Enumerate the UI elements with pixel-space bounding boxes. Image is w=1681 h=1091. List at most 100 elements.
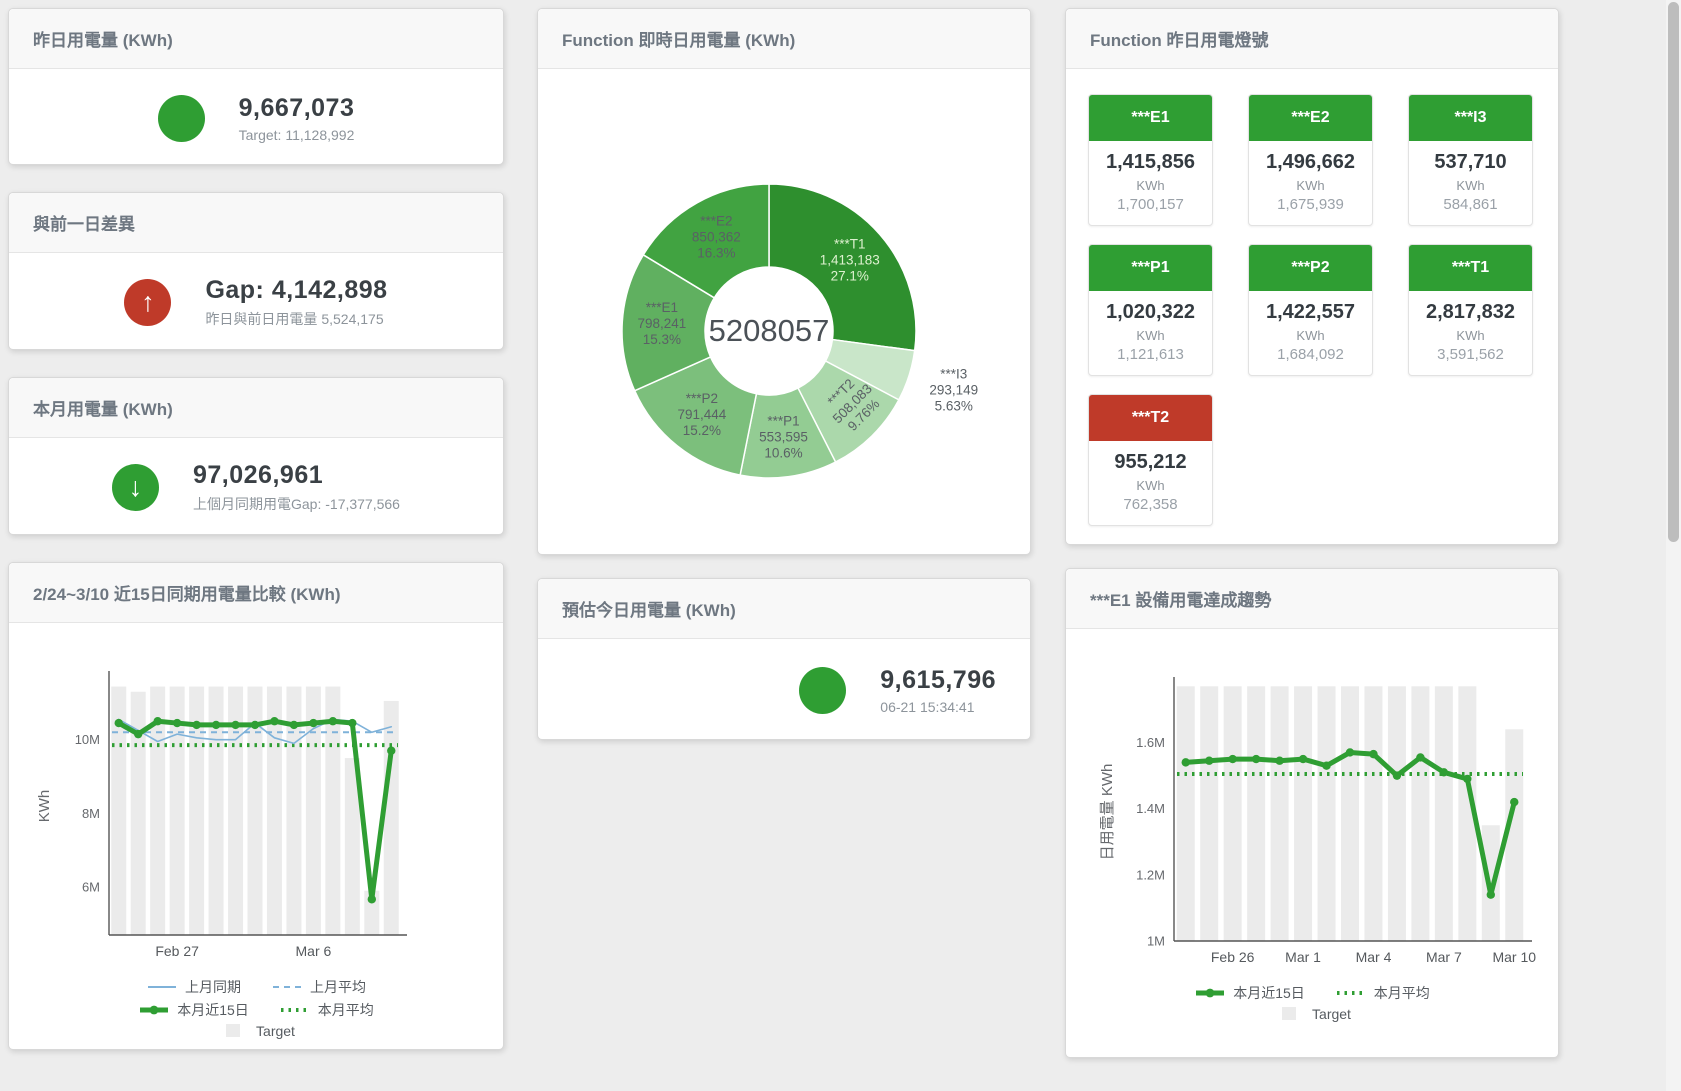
trend-chart-area: 1M 1.2M 1.4M 1.6M Feb 26 Mar 1 Mar 4 Mar 7 Mar 1… xyxy=(1066,629,1558,1022)
target-bar xyxy=(228,686,244,935)
donut-label-E1: ***E1 798,241 15.3% xyxy=(637,300,686,347)
series-point[interactable] xyxy=(1486,890,1495,899)
target-bar xyxy=(1411,686,1430,941)
target-bar xyxy=(344,758,360,935)
card-title: ***E1 設備用電達成趨勢 xyxy=(1066,569,1558,629)
series-point[interactable] xyxy=(211,720,221,730)
series-point[interactable] xyxy=(1416,753,1425,762)
card-title: Function 即時日用電量 (KWh) xyxy=(538,9,1030,69)
legend-symbol xyxy=(140,1005,169,1015)
series-point[interactable] xyxy=(348,718,357,728)
series-point[interactable] xyxy=(367,895,376,904)
series-point[interactable] xyxy=(1322,761,1331,770)
legend-item-Target[interactable]: Target xyxy=(217,1023,295,1039)
series-point[interactable] xyxy=(192,720,201,730)
gap-texts: Gap: 4,142,898 昨日與前日用電量 5,524,175 xyxy=(205,276,387,329)
donut-label-T2: ***T2508,0839.76% xyxy=(818,370,886,438)
donut-label-E2: ***E2 850,362 16.3% xyxy=(692,214,741,261)
series-point[interactable] xyxy=(134,729,143,739)
series-point[interactable] xyxy=(1298,754,1308,764)
series-point[interactable] xyxy=(114,718,123,728)
series-point[interactable] xyxy=(172,718,182,728)
series-point[interactable] xyxy=(231,720,240,730)
series-point[interactable] xyxy=(1463,774,1472,784)
month-sub: 上個月同期用電Gap: -17,377,566 xyxy=(193,496,400,512)
vertical-scrollbar[interactable] xyxy=(1666,0,1681,1091)
legend-item-本月近15日[interactable]: 本月近15日 xyxy=(1194,983,1305,1003)
light-tile-P2: ***P2 1,422,557 KWh 1,684,092 xyxy=(1248,244,1373,376)
target-bar xyxy=(150,686,166,935)
x-tick-label: Mar 1 xyxy=(1285,949,1321,965)
legend-item-上月平均[interactable]: 上月平均 xyxy=(271,977,366,997)
legend-row: Target xyxy=(9,1023,503,1039)
series-point[interactable] xyxy=(289,720,299,730)
target-bar xyxy=(1294,686,1313,941)
legend-label: Target xyxy=(1312,1006,1351,1022)
y-tick-label: 1.6M xyxy=(1136,735,1165,750)
yesterday-target: Target: 11,128,992 xyxy=(238,126,355,143)
light-tile-target: 1,700,157 xyxy=(1117,196,1184,213)
target-bar xyxy=(1505,729,1524,941)
legend-item-本月平均[interactable]: 本月平均 xyxy=(1335,983,1430,1003)
trend-chart-svg: 1M 1.2M 1.4M 1.6M Feb 26 Mar 1 Mar 4 Mar 7 Mar 1… xyxy=(1099,677,1536,965)
target-bar xyxy=(208,686,224,935)
legend-item-Target[interactable]: Target xyxy=(1273,1006,1351,1022)
light-tile-value: 1,422,557 xyxy=(1266,301,1355,323)
series-point[interactable] xyxy=(309,718,318,728)
light-tile-unit: KWh xyxy=(1136,478,1165,493)
card-status-lights: Function 昨日用電燈號 ***E1 1,415,856 KWh 1,700,1… xyxy=(1065,8,1559,545)
legend-symbol xyxy=(273,986,301,988)
light-tile-E2: ***E2 1,496,662 KWh 1,675,939 xyxy=(1248,94,1373,226)
donut-center-total: 5208057 xyxy=(709,313,830,348)
x-tick-label: Feb 26 xyxy=(1211,949,1255,965)
series-point[interactable] xyxy=(270,717,279,726)
y-axis-title: 日用電量 KWh xyxy=(1099,764,1116,861)
target-bar xyxy=(305,686,321,935)
legend-item-上月同期[interactable]: 上月同期 xyxy=(146,977,241,997)
series-point[interactable] xyxy=(1205,756,1214,765)
legend-item-本月平均[interactable]: 本月平均 xyxy=(279,1000,374,1020)
arrow-down-circle-icon: ↓ xyxy=(112,464,159,511)
series-point[interactable] xyxy=(1275,756,1284,765)
y-tick-label: 6M xyxy=(82,880,100,895)
series-point[interactable] xyxy=(1228,754,1237,764)
series-point[interactable] xyxy=(1392,771,1402,780)
legend-symbol xyxy=(226,1024,241,1037)
series-point[interactable] xyxy=(387,746,396,755)
donut-slice-T1[interactable] xyxy=(768,183,917,352)
series-point[interactable] xyxy=(1510,797,1519,807)
series-point[interactable] xyxy=(1181,758,1190,767)
legend-item-本月近15日[interactable]: 本月近15日 xyxy=(138,1000,249,1020)
target-bar xyxy=(1458,686,1477,941)
series-point[interactable] xyxy=(1251,754,1261,764)
series-point[interactable] xyxy=(1439,768,1449,777)
card-title: Function 昨日用電燈號 xyxy=(1066,9,1558,69)
estimate-stat: 9,615,796 06-21 15:34:41 xyxy=(538,639,1030,742)
card-e1-trend: ***E1 設備用電達成趨勢 1M 1.2M 1.4M 1.6M Feb 26 Mar 1… xyxy=(1065,568,1559,1058)
light-tile-unit: KWh xyxy=(1456,328,1485,343)
light-tile-body: 1,020,322 KWh 1,121,613 xyxy=(1089,291,1212,375)
card-title: 預估今日用電量 (KWh) xyxy=(538,579,1030,639)
series-point[interactable] xyxy=(153,717,162,726)
series-point[interactable] xyxy=(250,720,260,730)
compare-chart-area: 6M 8M 10M Feb 27 Mar 6 KWh 上月同期 上月平均 本月近15日 本月平均… xyxy=(9,623,503,1039)
donut-slice-E1[interactable] xyxy=(621,254,716,392)
light-tile-unit: KWh xyxy=(1456,178,1485,193)
scrollbar-thumb[interactable] xyxy=(1668,2,1679,542)
gap-sub: 昨日與前日用電量 5,524,175 xyxy=(205,311,384,327)
donut-slice-E2[interactable] xyxy=(642,183,770,299)
y-tick-label: 8M xyxy=(82,806,100,821)
light-tile-value: 1,415,856 xyxy=(1106,151,1195,173)
trend-legend: 本月近15日 本月平均 Target xyxy=(1066,983,1558,1022)
card-title: 與前一日差異 xyxy=(9,193,503,253)
x-tick-label: Mar 6 xyxy=(296,943,332,959)
legend-symbol xyxy=(148,986,176,988)
status-circle-icon xyxy=(799,667,847,714)
series-point[interactable] xyxy=(328,717,338,726)
light-tile-body: 2,817,832 KWh 3,591,562 xyxy=(1409,291,1532,375)
donut-chart-svg: ***T1 1,413,183 27.1% ***I3 293,149 5.63% ***T… xyxy=(621,183,978,479)
light-tile-E1: ***E1 1,415,856 KWh 1,700,157 xyxy=(1088,94,1213,226)
legend-row: 上月同期 上月平均 xyxy=(9,977,503,997)
series-point[interactable] xyxy=(1345,748,1355,757)
series-point[interactable] xyxy=(1369,749,1378,759)
